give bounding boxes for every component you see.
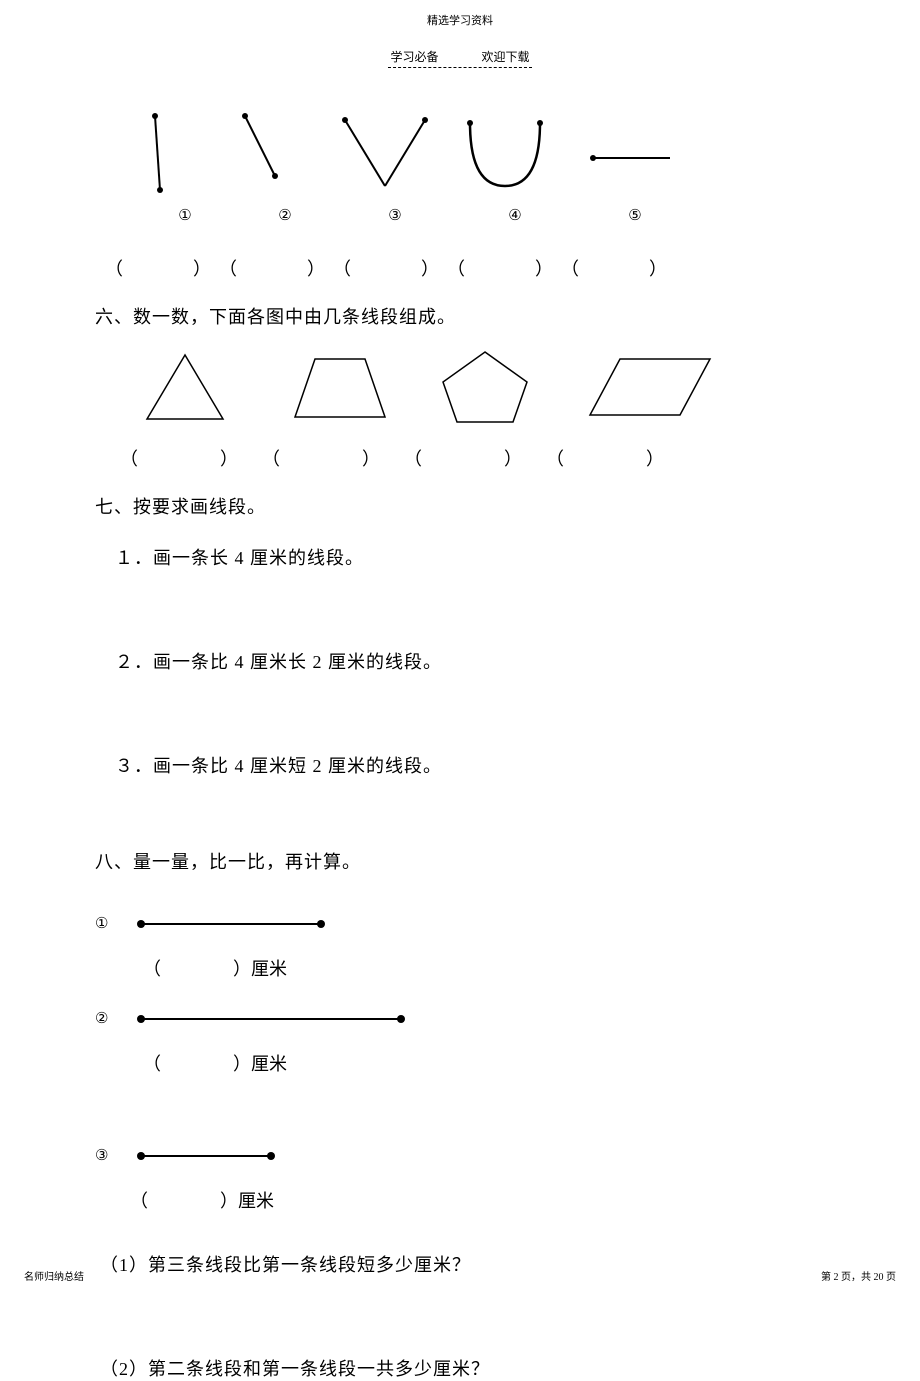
- measure-2: ②: [95, 1009, 825, 1028]
- shape-4: ④: [455, 108, 575, 225]
- shape-2: ②: [235, 108, 335, 225]
- header-sub: 学习必备 欢迎下载: [0, 48, 920, 68]
- section7-item-2: ２．画一条比 4 厘米长 2 厘米的线段。: [115, 648, 825, 674]
- shape-triangle: [135, 347, 285, 427]
- header-right: 欢迎下载: [482, 48, 530, 65]
- cm-label-3: （ ）厘米: [130, 1187, 825, 1213]
- ray-horizontal: [575, 108, 675, 198]
- shapes-row-1: ① ② ③: [135, 108, 825, 225]
- measure-num-1: ①: [95, 914, 135, 933]
- shape-3: ③: [335, 108, 455, 225]
- shape-5: ⑤: [575, 108, 695, 225]
- section8-title: 八、量一量，比一比，再计算。: [95, 848, 825, 874]
- section5-parens: （ ） （ ） （ ） （ ） （ ）: [105, 255, 825, 281]
- u-curve: [455, 108, 555, 198]
- header-top: 精选学习资料: [0, 0, 920, 28]
- question-2: （2）第二条线段和第一条线段一共多少厘米？: [100, 1355, 825, 1381]
- question-1: （1）第三条线段比第一条线段短多少厘米？: [100, 1251, 825, 1277]
- section5-shapes: ① ② ③: [95, 108, 825, 281]
- v-shape: [335, 108, 435, 198]
- measure-num-3: ③: [95, 1146, 135, 1165]
- section7-item-3: ３．画一条比 4 厘米短 2 厘米的线段。: [115, 752, 825, 778]
- measure-3: ③: [95, 1146, 825, 1165]
- cm-label-1: （ ）厘米: [143, 955, 825, 981]
- section7-title: 七、按要求画线段。: [95, 493, 825, 519]
- cm-label-2: （ ）厘米: [143, 1050, 825, 1076]
- segment-3: [135, 1150, 285, 1162]
- label-2: ②: [235, 206, 335, 225]
- segment-2: [135, 1013, 415, 1025]
- footer-left: 名师归纳总结: [24, 1268, 84, 1283]
- label-3: ③: [335, 206, 455, 225]
- content: ① ② ③: [0, 68, 920, 1381]
- label-1: ①: [135, 206, 235, 225]
- section6-parens: （ ） （ ） （ ） （ ）: [120, 445, 825, 471]
- shape-1: ①: [135, 108, 235, 225]
- line-segment-vertical: [135, 108, 195, 198]
- header-dash: [388, 67, 532, 68]
- segment-1: [135, 918, 335, 930]
- shapes-row-2: [135, 347, 825, 427]
- measure-num-2: ②: [95, 1009, 135, 1028]
- label-5: ⑤: [575, 206, 695, 225]
- line-segment-diagonal: [235, 108, 295, 198]
- label-4: ④: [455, 206, 575, 225]
- shape-parallelogram: [585, 347, 735, 427]
- shape-trapezoid: [285, 347, 435, 427]
- footer-right: 第 2 页，共 20 页: [821, 1268, 896, 1283]
- shape-pentagon: [435, 347, 585, 427]
- section7-item-1: １．画一条长 4 厘米的线段。: [115, 544, 825, 570]
- section6-title: 六、数一数，下面各图中由几条线段组成。: [95, 303, 825, 329]
- header-left: 学习必备: [390, 48, 438, 65]
- measure-1: ①: [95, 914, 825, 933]
